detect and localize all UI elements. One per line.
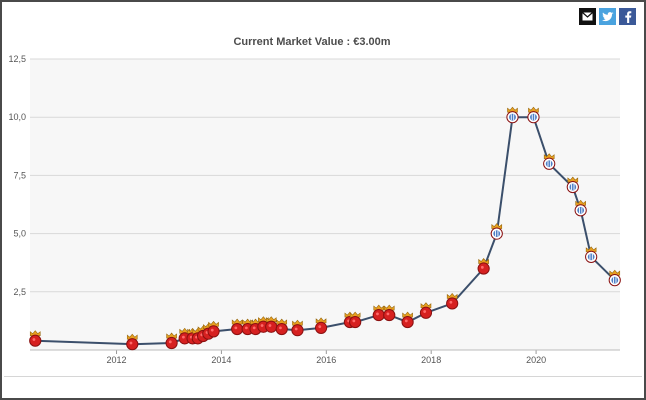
x-tick-label: 2020 — [526, 355, 546, 365]
y-tick-label: 10,0 — [8, 112, 26, 122]
data-point[interactable] — [126, 333, 139, 351]
x-tick-label: 2012 — [107, 355, 127, 365]
data-point[interactable] — [231, 318, 244, 336]
data-point[interactable] — [372, 304, 385, 322]
data-point[interactable] — [314, 317, 328, 334]
chart-title: Current Market Value : €3.00m — [233, 36, 390, 48]
facebook-icon[interactable] — [619, 8, 636, 25]
data-point[interactable] — [419, 302, 433, 319]
data-point[interactable] — [608, 269, 621, 287]
y-tick-label: 12,5 — [8, 54, 26, 64]
data-point[interactable] — [585, 246, 598, 263]
mail-icon[interactable] — [579, 8, 596, 25]
market-value-chart: Current Market Value : €3.00m 12,5 10,0 7,… — [8, 36, 621, 365]
data-point[interactable] — [275, 318, 288, 336]
data-point[interactable] — [543, 153, 556, 170]
data-point[interactable] — [291, 319, 304, 337]
data-point[interactable] — [477, 258, 490, 275]
data-point[interactable] — [506, 106, 519, 124]
x-tick-label: 2018 — [421, 355, 441, 365]
plot-area — [30, 59, 620, 350]
data-point[interactable] — [401, 311, 414, 329]
twitter-icon[interactable] — [599, 8, 616, 25]
y-axis: 12,5 10,0 7,5 5,0 2,5 — [8, 54, 26, 297]
data-point[interactable] — [527, 106, 540, 124]
footer-divider — [4, 376, 642, 377]
x-tick-label: 2016 — [316, 355, 336, 365]
data-point[interactable] — [29, 330, 42, 347]
data-point[interactable] — [490, 223, 503, 240]
data-point[interactable] — [383, 304, 396, 322]
y-tick-label: 2,5 — [13, 287, 26, 297]
data-point[interactable] — [349, 311, 362, 329]
data-point[interactable] — [566, 176, 579, 194]
data-markers — [29, 106, 621, 351]
data-point[interactable] — [165, 332, 178, 350]
y-tick-label: 5,0 — [13, 229, 26, 239]
share-bar — [579, 8, 636, 25]
data-point[interactable] — [446, 292, 459, 310]
data-point[interactable] — [265, 316, 278, 333]
y-tick-label: 7,5 — [13, 170, 26, 180]
x-tick-label: 2014 — [211, 355, 231, 365]
data-point[interactable] — [574, 199, 587, 217]
x-axis: 2012 2014 2016 2018 2020 — [30, 349, 620, 365]
data-point[interactable] — [207, 320, 220, 338]
